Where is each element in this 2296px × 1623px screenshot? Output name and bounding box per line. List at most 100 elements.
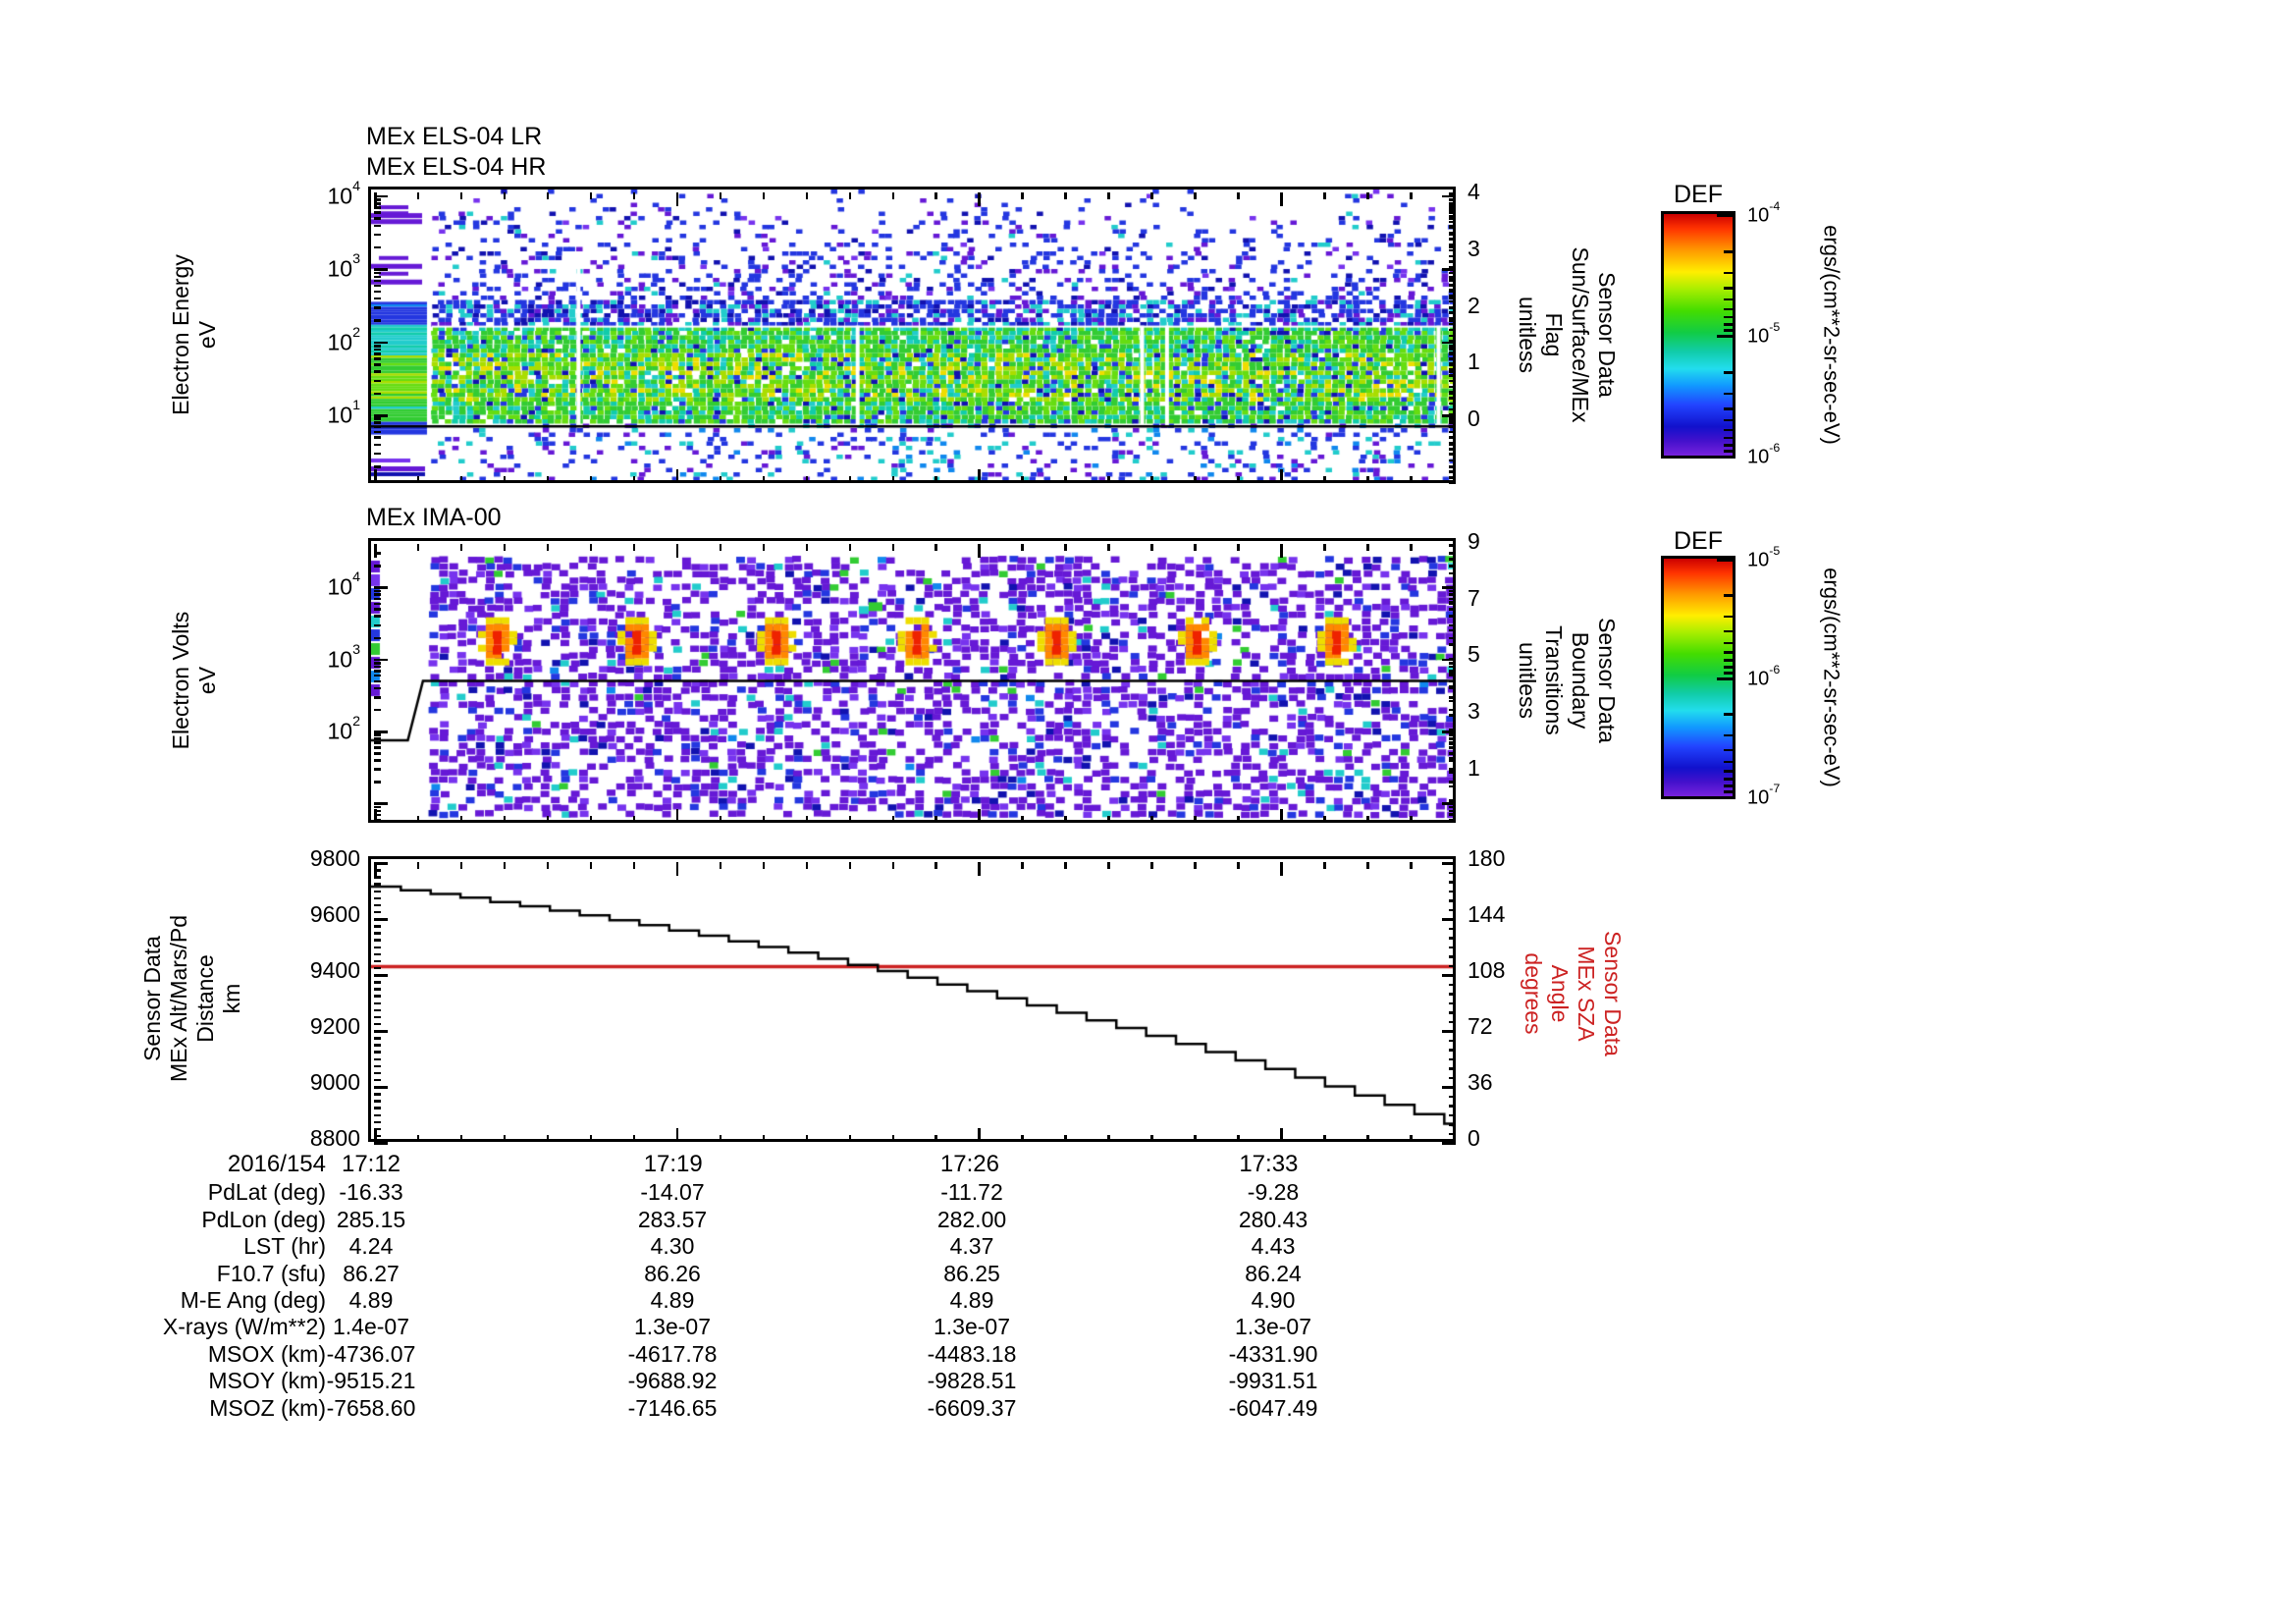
axis-tick <box>1366 816 1369 823</box>
axis-tick <box>374 805 381 809</box>
axis-tick <box>719 192 722 199</box>
axis-tick <box>1449 407 1456 411</box>
axis-tick <box>459 1135 463 1142</box>
axis-tick <box>374 469 377 483</box>
colorbar-tick <box>1724 629 1733 633</box>
axis-tick <box>1449 279 1456 283</box>
axis-tick <box>374 1078 381 1082</box>
axis-tick <box>1449 392 1456 396</box>
colorbar-tick <box>1724 450 1733 453</box>
axis-tick <box>374 615 381 618</box>
colorbar-tick <box>1724 760 1733 764</box>
axis-tick <box>1449 425 1456 428</box>
axis-tick <box>1449 679 1456 683</box>
axis-tick <box>1449 890 1456 893</box>
axis-tick <box>1449 436 1456 440</box>
axis-tick <box>1449 459 1456 462</box>
axis-tick <box>374 194 388 198</box>
axis-tick <box>374 544 377 558</box>
axis-tick <box>1150 544 1153 551</box>
axis-tick <box>719 862 722 869</box>
axis-tick <box>374 290 381 294</box>
axis-tick <box>374 890 381 893</box>
colorbar-tick-label: 10-6 <box>1747 662 1781 690</box>
axis-label-line: MEx SZA <box>1574 946 1599 1042</box>
axis-tick <box>1449 623 1456 627</box>
axis-tick <box>374 1100 381 1103</box>
table-cell-value: -9.28 <box>1247 1179 1300 1206</box>
colorbar-tick <box>1724 666 1733 669</box>
table-row-label: M-E Ang (deg) <box>180 1287 326 1313</box>
colorbar-tick <box>1724 770 1733 773</box>
axis-tick <box>1280 809 1283 823</box>
table-cell-value: -4736.07 <box>326 1340 416 1367</box>
axis-tick <box>374 370 381 373</box>
table-cell-value: 1.3e-07 <box>1234 1314 1311 1340</box>
axis-tick <box>1449 602 1456 606</box>
axis-tick <box>374 781 381 784</box>
axis-label-line: Sensor Data <box>1594 618 1620 743</box>
axis-tick <box>1449 708 1456 712</box>
colorbar1 <box>1661 211 1735 459</box>
axis-tick <box>1449 1049 1456 1052</box>
axis-tick <box>1449 470 1456 473</box>
axis-tick <box>1449 348 1456 352</box>
axis-label-line: Boundary <box>1568 631 1593 730</box>
axis-tick <box>1323 544 1326 551</box>
axis-tick <box>374 392 381 396</box>
axis-tick <box>374 966 381 970</box>
colorbar-tick <box>1724 371 1733 374</box>
table-cell-value: 86.25 <box>943 1260 1000 1286</box>
axis-tick <box>978 1128 981 1142</box>
ima-ytick-label: 104 <box>327 569 360 600</box>
axis-tick <box>1064 192 1067 199</box>
axis-label-line: Sensor Data <box>139 936 165 1061</box>
axis-tick <box>675 862 679 876</box>
axis-label-line: unitless <box>1515 642 1540 719</box>
colorbar-tick <box>1724 672 1733 675</box>
colorbar-tick <box>1724 329 1733 332</box>
colorbar2 <box>1661 556 1735 799</box>
axis-tick <box>374 636 381 640</box>
axis-tick <box>1237 862 1240 869</box>
axis-tick <box>374 741 381 744</box>
axis-tick <box>1449 818 1456 822</box>
axis-tick <box>1449 351 1456 354</box>
axis-tick <box>503 476 507 483</box>
axis-label-line: Sensor Data <box>1594 272 1620 398</box>
axis-tick <box>374 319 381 322</box>
table-cell-value: 4.89 <box>348 1287 394 1313</box>
table-row-label: PdLat (deg) <box>207 1179 326 1206</box>
axis-tick <box>374 670 381 673</box>
ima-title: MEx IMA-00 <box>366 504 502 531</box>
axis-tick <box>1442 1142 1456 1145</box>
axis-tick <box>1449 328 1456 332</box>
axis-tick <box>1449 192 1456 195</box>
time-tick-label: 17:12 <box>341 1151 401 1177</box>
axis-tick <box>1449 946 1456 948</box>
axis-tick <box>1449 871 1456 874</box>
axis-tick <box>374 306 381 309</box>
axis-tick <box>374 696 381 699</box>
axis-tick <box>1442 1030 1456 1033</box>
axis-tick <box>374 768 381 771</box>
axis-tick <box>632 862 636 869</box>
axis-tick <box>1449 728 1456 731</box>
axis-tick <box>1449 311 1456 314</box>
table-cell-value: -6047.49 <box>1228 1394 1318 1421</box>
axis-tick <box>1323 476 1326 483</box>
alt-left-tick-label: 9600 <box>309 901 360 927</box>
table-cell-value: 4.24 <box>348 1233 394 1260</box>
axis-tick <box>805 476 809 483</box>
axis-tick <box>1449 448 1456 451</box>
axis-tick <box>632 816 636 823</box>
axis-tick <box>1442 730 1456 733</box>
axis-tick <box>1449 224 1456 228</box>
alt-left-tick-label: 9000 <box>309 1069 360 1095</box>
axis-tick <box>1449 233 1456 237</box>
axis-tick <box>1449 217 1456 220</box>
axis-tick <box>934 862 937 869</box>
axis-tick <box>1449 699 1456 703</box>
axis-tick <box>1449 289 1456 292</box>
axis-tick <box>374 211 381 214</box>
